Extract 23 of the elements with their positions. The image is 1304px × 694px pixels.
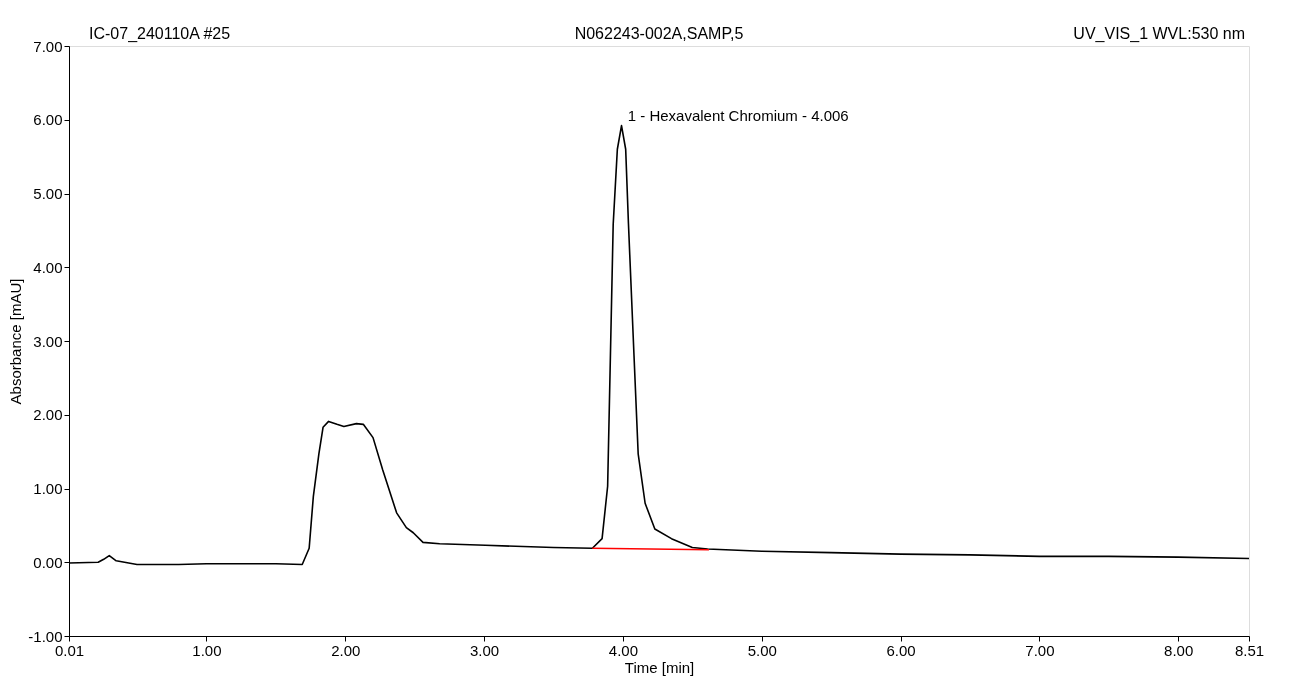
y-tick-label: 0.00 <box>33 553 63 571</box>
y-tick-label: 4.00 <box>33 258 63 276</box>
x-tick-label: 3.00 <box>469 641 500 659</box>
y-tick-label: 5.00 <box>33 185 63 202</box>
y-tick-label: 1.00 <box>33 480 63 497</box>
chart-title: IC-07_240110A #25 <box>89 25 231 43</box>
x-tick-label: 7.00 <box>1025 641 1055 659</box>
y-axis-title: Absorbance [mAU] <box>7 278 25 405</box>
x-tick-label: 6.00 <box>886 641 916 659</box>
y-tick-label: 2.00 <box>33 406 63 424</box>
text: UV_VIS_1 WVL:530 nm <box>1073 25 1245 43</box>
y-tick-label: 3.00 <box>33 332 63 350</box>
y-tick-label: 7.00 <box>33 37 63 55</box>
x-tick-label: 8.00 <box>1164 641 1194 659</box>
x-tick-label: 5.00 <box>747 641 777 659</box>
x-tick-label: 8.51 <box>1234 641 1265 659</box>
annotation: 1 - Hexavalent Chromium - 4.006 <box>627 106 849 124</box>
y-tick-label: 6.00 <box>33 111 63 129</box>
x-axis-title: Time [min] <box>624 658 695 676</box>
chart-subtitle: N062243-002A,SAMP,5 <box>574 25 744 42</box>
x-tick-label: 2.00 <box>331 641 361 659</box>
x-tick-label: 1.00 <box>192 641 222 659</box>
x-tick-label: 4.00 <box>608 641 639 659</box>
